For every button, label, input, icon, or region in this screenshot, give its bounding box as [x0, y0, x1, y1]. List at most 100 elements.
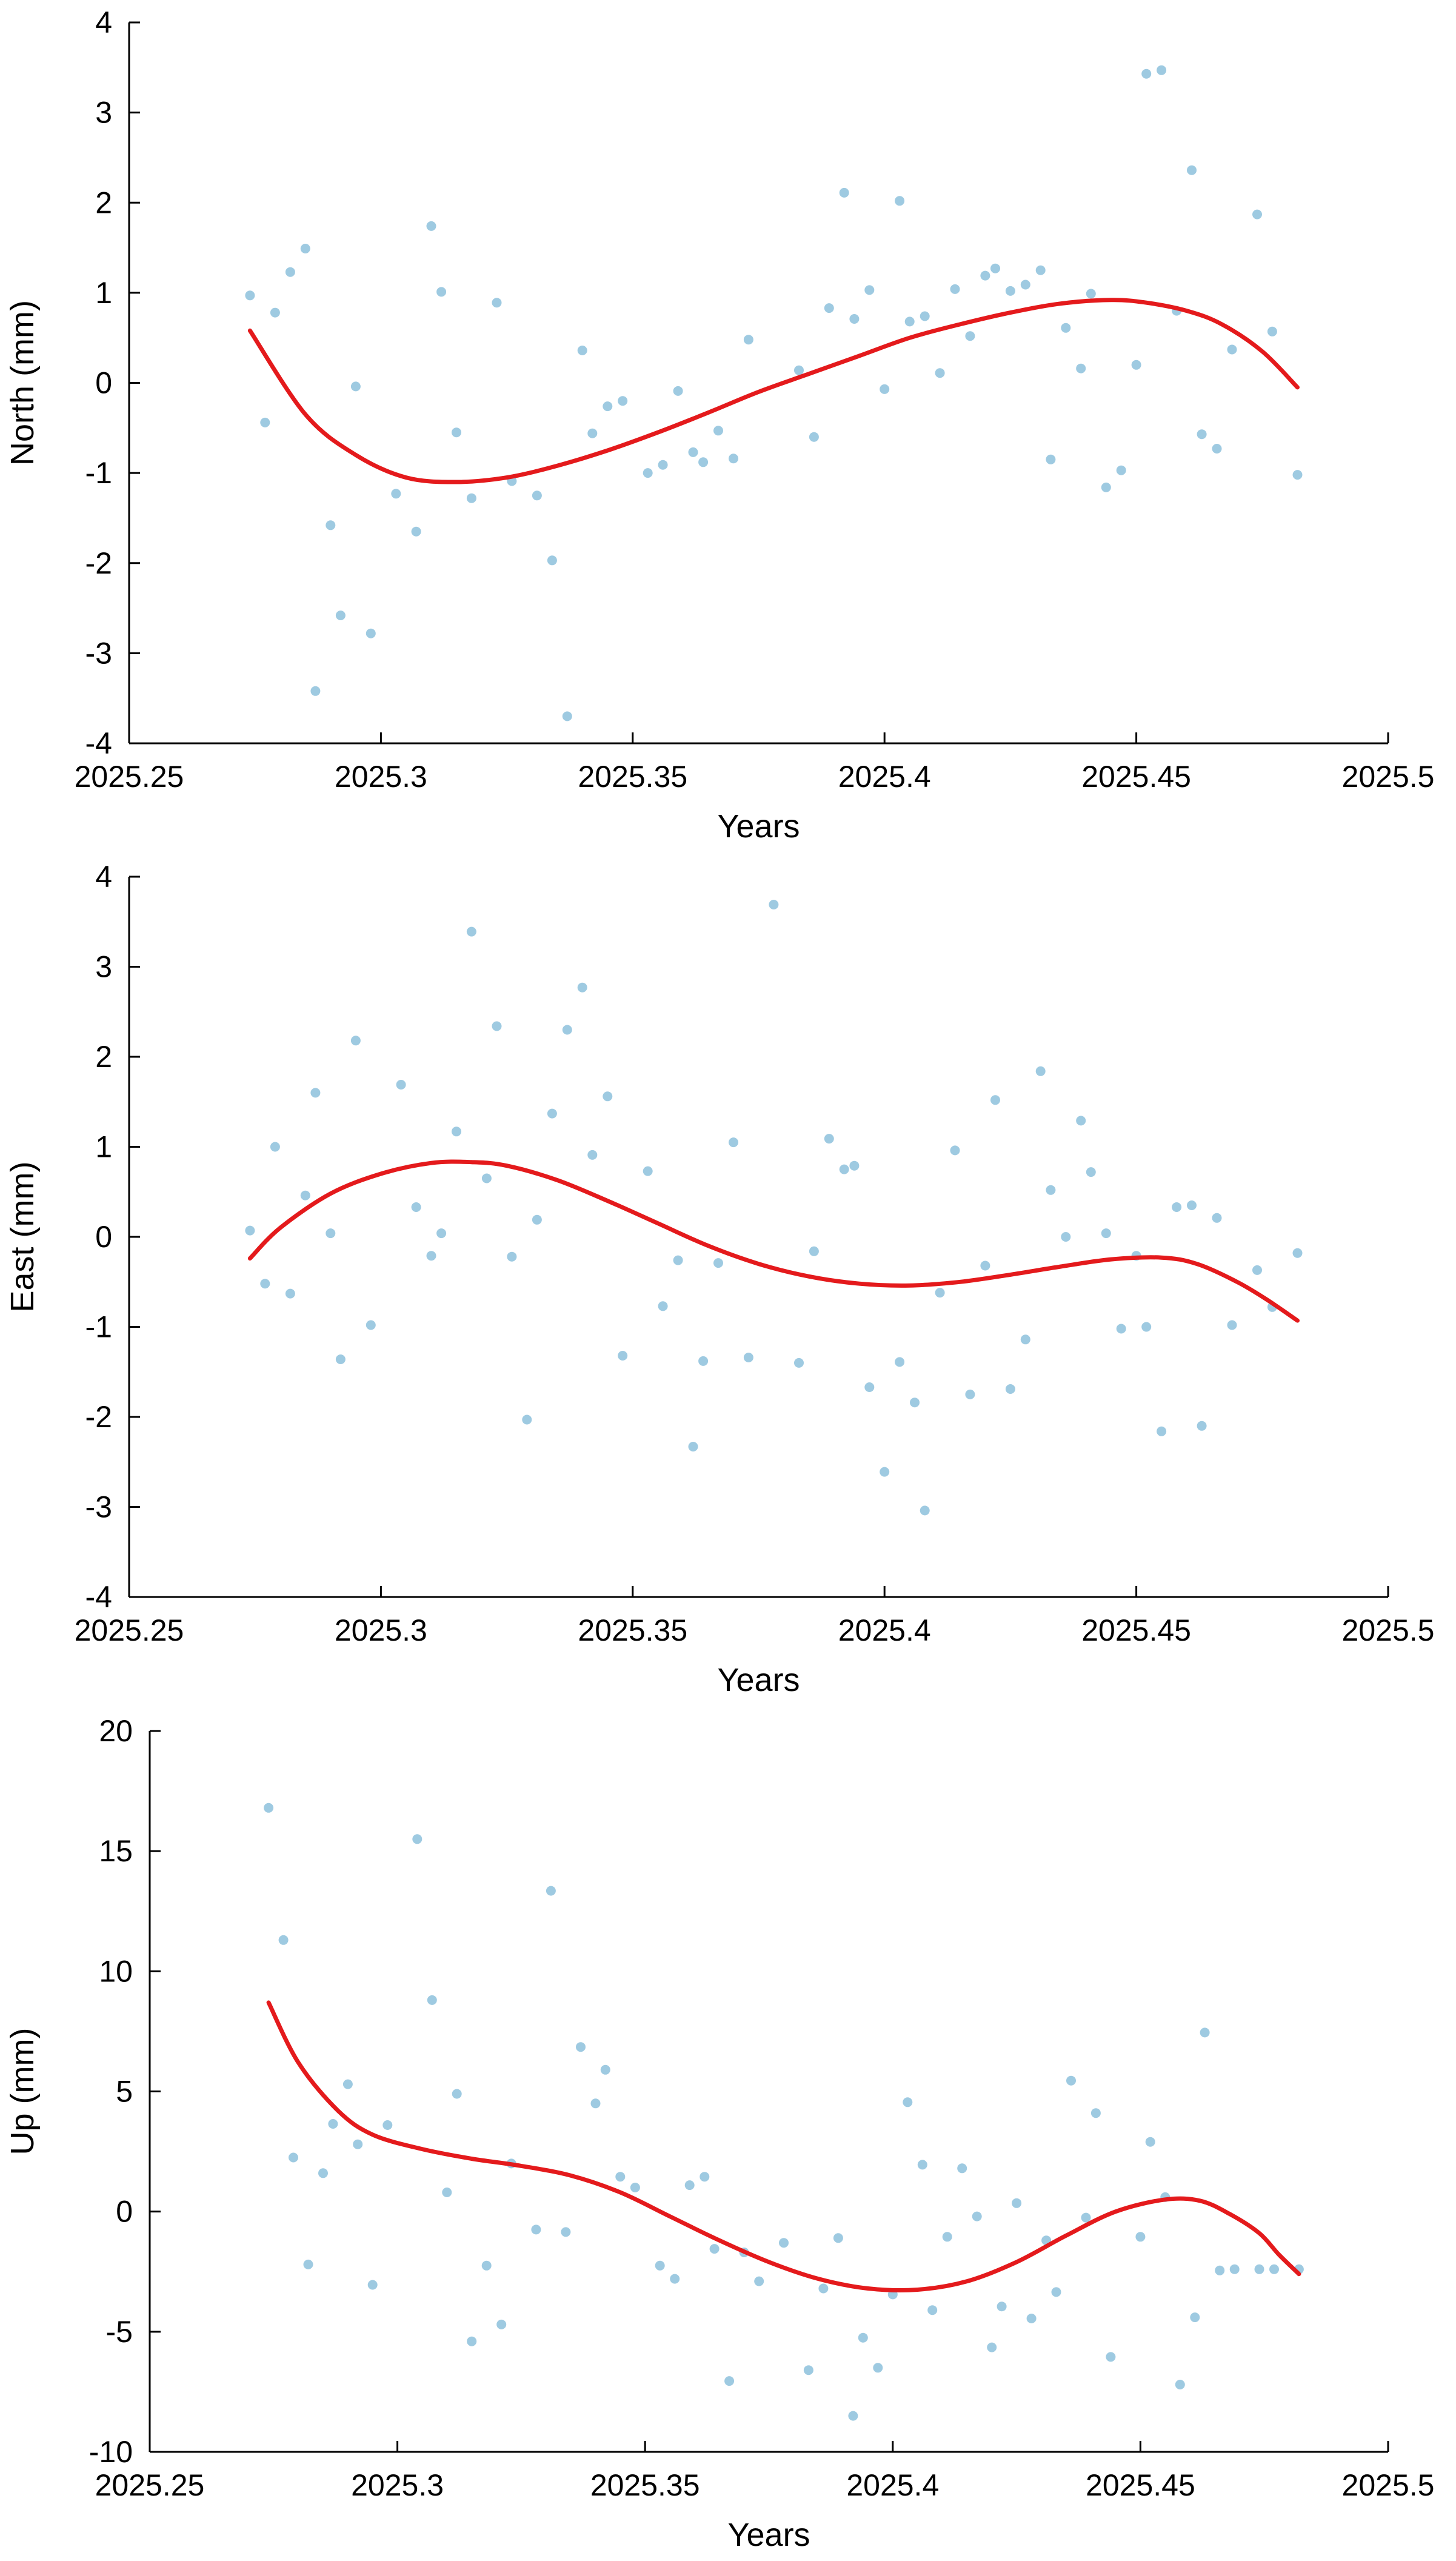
x-tick-label: 2025.25: [75, 1613, 184, 1647]
data-point: [590, 2098, 601, 2109]
data-point: [1076, 1116, 1086, 1126]
data-point: [917, 2160, 927, 2170]
data-point: [350, 381, 361, 392]
data-point: [990, 263, 1000, 273]
data-point: [396, 1080, 406, 1090]
data-point: [1061, 1232, 1071, 1242]
data-point: [1212, 1213, 1222, 1223]
x-tick-label: 2025.35: [590, 2468, 700, 2502]
data-point: [562, 1025, 572, 1035]
data-point: [285, 267, 295, 277]
data-point: [452, 2089, 462, 2099]
data-point: [603, 1091, 613, 1102]
data-point: [328, 2119, 338, 2129]
data-point: [546, 1886, 556, 1896]
data-point: [698, 457, 709, 467]
data-point: [849, 1160, 860, 1171]
data-point: [957, 2163, 967, 2174]
data-point: [643, 468, 653, 478]
data-point: [532, 490, 542, 501]
data-point: [264, 1803, 274, 1813]
data-point: [1051, 2287, 1061, 2297]
data-point: [467, 2336, 477, 2346]
y-tick-label: 15: [99, 1834, 133, 1868]
x-tick-label: 2025.3: [335, 760, 427, 794]
data-point: [873, 2363, 883, 2373]
data-point: [318, 2168, 328, 2178]
data-point: [366, 1320, 376, 1330]
y-tick-label: 1: [95, 1130, 112, 1164]
data-point: [1145, 2137, 1155, 2147]
data-point: [342, 2079, 353, 2089]
data-point: [615, 2172, 626, 2182]
data-point: [1101, 482, 1111, 492]
data-point: [688, 447, 698, 457]
data-point: [1061, 323, 1071, 333]
data-point: [688, 1442, 698, 1451]
data-point: [1254, 2264, 1264, 2274]
data-point: [1227, 1320, 1237, 1330]
data-point: [547, 555, 557, 566]
data-point: [382, 2120, 393, 2130]
x-tick-label: 2025.45: [1081, 760, 1191, 794]
data-point: [1035, 1066, 1046, 1076]
data-point: [1101, 1228, 1111, 1239]
data-point: [367, 2280, 378, 2290]
data-point: [1227, 344, 1237, 355]
data-point: [1190, 2312, 1200, 2323]
data-point: [562, 711, 572, 721]
data-point: [673, 1255, 683, 1265]
data-point: [335, 611, 346, 620]
data-point: [1076, 363, 1086, 373]
data-point: [507, 1251, 517, 1262]
data-point: [426, 1251, 436, 1261]
x-tick-label: 2025.3: [351, 2468, 444, 2502]
data-point: [987, 2342, 997, 2352]
data-point: [412, 1834, 422, 1844]
observation-points: [245, 900, 1303, 1516]
data-point: [481, 2260, 492, 2271]
data-point: [1267, 326, 1277, 336]
data-point: [531, 2225, 541, 2235]
data-point: [576, 2042, 586, 2052]
data-point: [411, 1202, 421, 1212]
y-tick-label: -4: [85, 1580, 112, 1614]
data-point: [1187, 1200, 1197, 1210]
data-point: [310, 686, 321, 696]
data-point: [1135, 2232, 1146, 2242]
data-point: [1081, 2212, 1091, 2223]
data-point: [285, 1288, 295, 1299]
data-point: [466, 926, 476, 937]
data-point: [1157, 1426, 1167, 1436]
data-point: [561, 2227, 571, 2237]
y-tick-label: 0: [95, 366, 112, 400]
data-point: [1066, 2075, 1076, 2086]
data-point: [326, 520, 336, 531]
data-point: [289, 2152, 298, 2163]
data-point: [1020, 1334, 1030, 1345]
data-point: [1141, 69, 1152, 79]
data-point: [587, 428, 598, 438]
y-tick-label: -2: [85, 546, 112, 580]
data-point: [965, 331, 975, 341]
chart-panel-1: 2025.25 2025.3 2025.35 2025.4 2025.45 2025.5 -…: [4, 5, 1434, 845]
data-point: [427, 1995, 437, 2005]
x-tick-label: 2025.4: [846, 2468, 939, 2502]
data-point: [1212, 444, 1222, 454]
data-point: [1215, 2265, 1225, 2275]
y-tick-label: -5: [106, 2315, 133, 2349]
chart-panel-2: 2025.25 2025.3 2025.35 2025.4 2025.45 2025.5 -…: [4, 860, 1434, 1698]
x-tick-label: 2025.35: [578, 760, 687, 794]
y-tick-label: 2: [95, 186, 112, 219]
y-tick-label: -2: [85, 1400, 112, 1434]
data-point: [643, 1166, 653, 1176]
data-point: [1292, 1248, 1303, 1258]
y-tick-label: 5: [116, 2075, 133, 2109]
data-point: [245, 290, 255, 301]
x-axis-label: Years: [717, 1662, 800, 1698]
y-tick-label: 2: [95, 1040, 112, 1074]
data-point: [618, 396, 628, 406]
data-point: [577, 982, 587, 993]
data-point: [630, 2183, 640, 2192]
data-point: [260, 417, 270, 427]
